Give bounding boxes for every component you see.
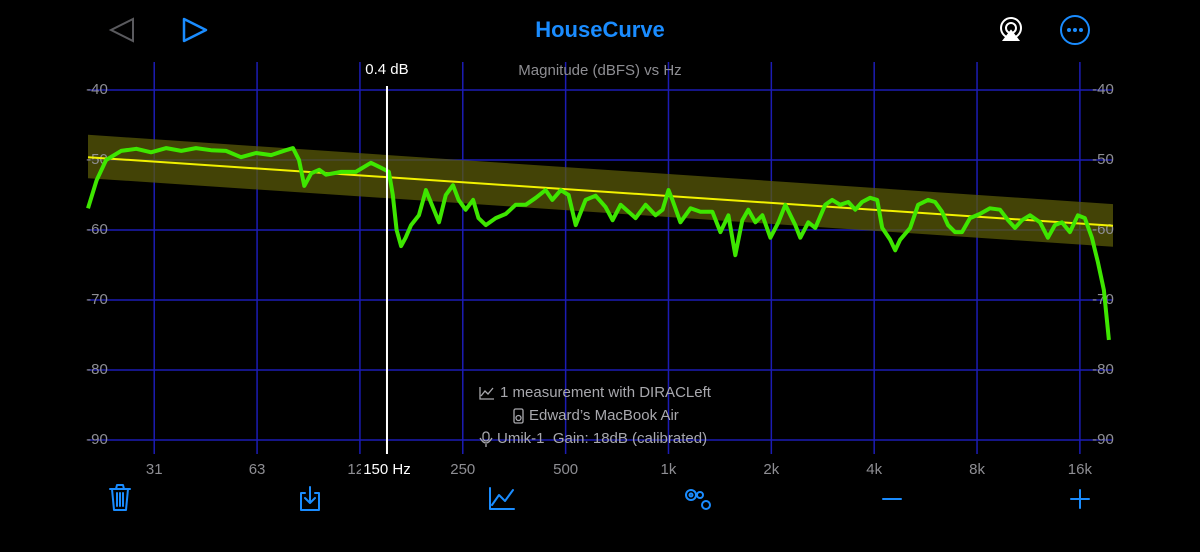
y-tick-label: -60 xyxy=(86,221,108,238)
delete-button[interactable] xyxy=(109,484,131,511)
y-tick-label: -70 xyxy=(86,291,108,308)
y2-tick-label: -90 xyxy=(1092,431,1114,448)
x-tick-label: 250 xyxy=(450,461,475,478)
x-tick-label: 16k xyxy=(1068,461,1093,478)
x-tick-label: 8k xyxy=(969,461,985,478)
settings-button[interactable] xyxy=(685,489,711,510)
more-button[interactable] xyxy=(1060,15,1090,45)
y2-tick-label: -40 xyxy=(1092,81,1114,98)
cursor-value-label: 0.4 dB xyxy=(365,61,408,78)
chart-button[interactable] xyxy=(489,487,515,510)
x-tick-label: 1k xyxy=(661,461,677,478)
measurement-line xyxy=(86,146,1111,341)
x-tick-label: 4k xyxy=(866,461,882,478)
airplay-button[interactable] xyxy=(1000,17,1022,41)
y-tick-label: -40 xyxy=(86,81,108,98)
forward-button[interactable] xyxy=(182,17,208,43)
y2-tick-label: -60 xyxy=(1092,221,1114,238)
x-tick-label: 2k xyxy=(763,461,779,478)
cursor-freq-label: 150 Hz xyxy=(363,461,411,478)
mic-icon xyxy=(479,431,493,447)
import-button[interactable] xyxy=(300,486,320,511)
info-note: 1 measurement with DIRACLeft xyxy=(500,384,712,401)
x-tick-label: 63 xyxy=(249,461,266,478)
app-title: HouseCurve xyxy=(535,17,665,42)
y-tick-label: -80 xyxy=(86,361,108,378)
y-tick-label: -90 xyxy=(86,431,108,448)
x-tick-label: 31 xyxy=(146,461,163,478)
cursor-label-bg xyxy=(360,460,413,480)
back-button[interactable] xyxy=(108,17,134,43)
info-note: Umik-1 Gain: 18dB (calibrated) xyxy=(497,430,707,447)
y2-tick-label: -80 xyxy=(1092,361,1114,378)
x-tick-label: 500 xyxy=(553,461,578,478)
speaker-icon xyxy=(513,408,524,424)
chart-icon xyxy=(479,387,494,400)
y2-tick-label: -50 xyxy=(1092,151,1114,168)
zoom-in-button[interactable] xyxy=(1070,489,1090,509)
chart-subtitle: Magnitude (dBFS) vs Hz xyxy=(518,62,681,79)
info-note: Edward’s MacBook Air xyxy=(529,407,679,424)
